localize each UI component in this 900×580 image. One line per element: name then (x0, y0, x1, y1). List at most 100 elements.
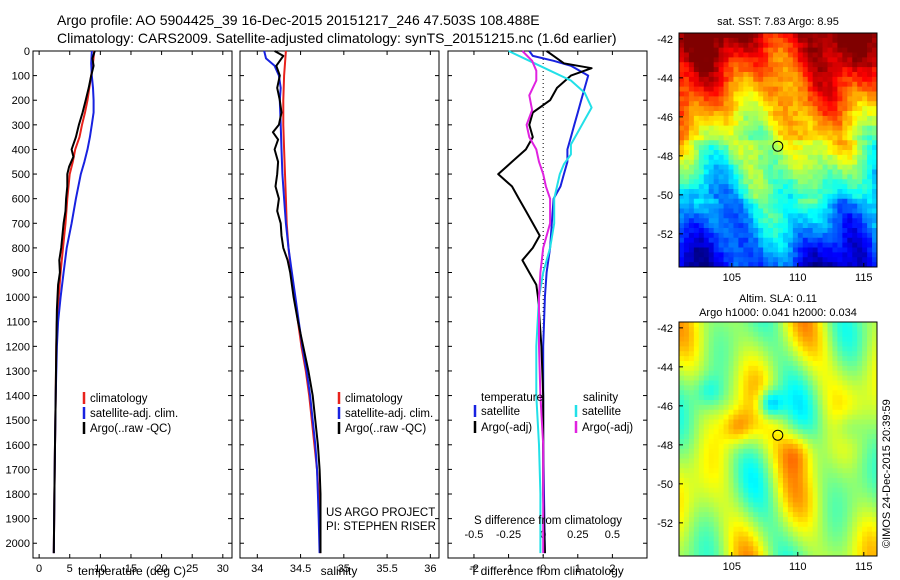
heatmap-cell (867, 203, 873, 209)
heatmap-cell (703, 502, 710, 508)
lat-tick-label: -48 (657, 151, 673, 163)
heatmap-cell (812, 86, 818, 92)
heatmap-cell (683, 414, 690, 420)
heatmap-cell (728, 164, 734, 170)
heatmap-cell (698, 247, 705, 253)
heatmap-cell (713, 365, 719, 372)
heatmap-cell (807, 395, 814, 401)
heatmap-cell (768, 448, 774, 455)
heatmap-cell (713, 140, 719, 146)
heatmap-cell (837, 179, 843, 185)
heatmap-cell (763, 502, 769, 508)
heatmap-cell (847, 409, 853, 416)
heatmap-cell (842, 91, 848, 97)
heatmap-cell (812, 497, 818, 503)
heatmap-cell (743, 184, 749, 190)
heatmap-cell (718, 189, 724, 195)
heatmap-cell (802, 419, 809, 425)
heatmap-cell (807, 213, 814, 219)
heatmap-cell (688, 81, 695, 88)
heatmap-cell (842, 468, 848, 474)
heatmap-cell (733, 242, 739, 248)
heatmap-cell (758, 404, 764, 411)
heatmap-cell (683, 541, 690, 547)
heatmap-cell (728, 106, 734, 112)
heatmap-cell (738, 492, 744, 498)
heatmap-cell (837, 336, 843, 342)
heatmap-cell (679, 150, 685, 156)
heatmap-cell (723, 551, 729, 557)
heatmap-cell (852, 106, 858, 112)
heatmap-cell (763, 101, 769, 107)
heatmap-cell (748, 517, 754, 523)
heatmap-cell (738, 193, 744, 200)
heatmap-cell (693, 326, 700, 333)
heatmap-cell (842, 434, 848, 440)
heatmap-cell (753, 115, 759, 122)
heatmap-cell (753, 346, 759, 352)
heatmap-cell (679, 409, 685, 416)
heatmap-cell (787, 341, 794, 347)
heatmap-cell (733, 257, 739, 263)
heatmap-cell (688, 346, 695, 352)
heatmap-cell (693, 375, 700, 381)
heatmap-cell (782, 521, 789, 528)
heatmap-cell (782, 37, 789, 44)
heatmap-cell (842, 193, 848, 200)
heatmap-cell (743, 322, 749, 328)
heatmap-cell (733, 326, 739, 333)
heatmap-cell (867, 169, 873, 175)
heatmap-cell (837, 351, 843, 357)
heatmap-cell (698, 154, 705, 161)
heatmap-cell (817, 502, 823, 508)
heatmap-cell (778, 453, 784, 459)
heatmap-cell (733, 198, 739, 205)
heatmap-cell (847, 439, 853, 445)
heatmap-cell (713, 150, 719, 156)
heatmap-cell (857, 463, 863, 469)
heatmap-cell (718, 42, 724, 49)
heatmap-cell (847, 365, 853, 372)
heatmap-cell (857, 375, 863, 381)
heatmap-cell (862, 67, 868, 73)
heatmap-cell (797, 326, 804, 333)
heatmap-cell (713, 106, 719, 112)
heatmap-cell (862, 193, 868, 200)
heatmap-cell (768, 150, 774, 156)
heatmap-cell (802, 42, 809, 49)
heatmap-cell (842, 179, 848, 185)
heatmap-cell (743, 517, 749, 523)
heatmap-cell (703, 365, 710, 372)
heatmap-cell (758, 198, 764, 205)
heatmap-cell (827, 526, 833, 533)
heatmap-cell (782, 370, 789, 377)
heatmap-cell (733, 208, 739, 214)
heatmap-cell (792, 242, 799, 248)
heatmap-cell (822, 497, 828, 503)
heatmap-cell (792, 448, 799, 455)
heatmap-cell (773, 169, 779, 175)
heatmap-cell (683, 526, 690, 533)
heatmap-cell (872, 341, 878, 347)
sst-lat-axis: -42-44-46-48-50-52 (657, 34, 683, 241)
heatmap-cell (802, 380, 809, 386)
heatmap-cell (812, 390, 818, 396)
heatmap-cell (768, 130, 774, 136)
heatmap-cell (733, 203, 739, 209)
heatmap-cell (792, 189, 799, 195)
heatmap-cell (842, 81, 848, 88)
heatmap-cell (822, 336, 828, 342)
heatmap-cell (862, 135, 868, 141)
heatmap-cell (763, 346, 769, 352)
heatmap-cell (782, 42, 789, 49)
heatmap-cell (778, 424, 784, 430)
heatmap-cell (837, 140, 843, 146)
heatmap-cell (822, 52, 828, 58)
heatmap-cell (688, 331, 695, 338)
temperature-panel-frame (32, 50, 233, 559)
heatmap-cell (773, 429, 779, 435)
heatmap-cell (738, 385, 744, 391)
heatmap-cell (778, 174, 784, 180)
heatmap-cell (802, 252, 809, 258)
heatmap-cell (683, 145, 690, 151)
